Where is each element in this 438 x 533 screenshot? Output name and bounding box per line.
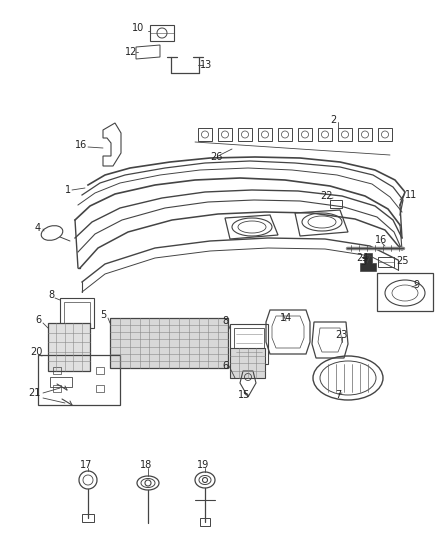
Text: 6: 6: [222, 361, 228, 371]
Bar: [258, 128, 272, 141]
Text: 13: 13: [200, 60, 212, 70]
Text: 14: 14: [280, 313, 292, 323]
Text: 6: 6: [35, 315, 41, 325]
Bar: [298, 128, 312, 141]
Text: 18: 18: [140, 460, 152, 470]
Text: 8: 8: [48, 290, 54, 300]
Bar: [378, 257, 394, 267]
Bar: [238, 128, 252, 141]
Bar: [338, 128, 352, 141]
Text: 16: 16: [375, 235, 387, 245]
Bar: [230, 324, 268, 364]
Bar: [200, 518, 210, 526]
Bar: [150, 25, 174, 41]
Bar: [278, 128, 292, 141]
Bar: [53, 367, 61, 374]
Bar: [230, 348, 265, 378]
Text: 19: 19: [197, 460, 209, 470]
Bar: [82, 514, 94, 522]
Text: 7: 7: [335, 390, 341, 400]
Bar: [48, 323, 90, 371]
Text: 26: 26: [210, 152, 223, 162]
Bar: [218, 128, 232, 141]
Bar: [50, 377, 72, 387]
Text: 21: 21: [28, 388, 40, 398]
Bar: [198, 128, 212, 141]
Text: 2: 2: [330, 115, 336, 125]
Bar: [38, 355, 120, 405]
Text: 1: 1: [65, 185, 71, 195]
Text: 25: 25: [396, 256, 409, 266]
Text: 3: 3: [360, 257, 366, 267]
Text: 17: 17: [80, 460, 92, 470]
Bar: [53, 385, 61, 392]
Text: 9: 9: [413, 280, 419, 290]
Bar: [64, 302, 90, 324]
Text: 22: 22: [320, 191, 332, 201]
Text: 20: 20: [30, 347, 42, 357]
Bar: [60, 298, 94, 328]
Bar: [96, 385, 104, 392]
Bar: [377, 273, 433, 311]
Bar: [96, 367, 104, 374]
Text: 23: 23: [335, 330, 347, 340]
Text: 10: 10: [132, 23, 144, 33]
Bar: [358, 128, 372, 141]
Text: 4: 4: [35, 223, 41, 233]
Polygon shape: [360, 253, 376, 271]
Text: 24: 24: [356, 253, 368, 263]
Text: 16: 16: [75, 140, 87, 150]
Bar: [234, 328, 264, 360]
Text: 11: 11: [405, 190, 417, 200]
Bar: [110, 318, 228, 368]
Bar: [318, 128, 332, 141]
Text: 8: 8: [222, 316, 228, 326]
Text: 15: 15: [238, 390, 251, 400]
Text: 5: 5: [100, 310, 106, 320]
Text: 12: 12: [125, 47, 138, 57]
Bar: [378, 128, 392, 141]
Bar: [330, 200, 342, 208]
